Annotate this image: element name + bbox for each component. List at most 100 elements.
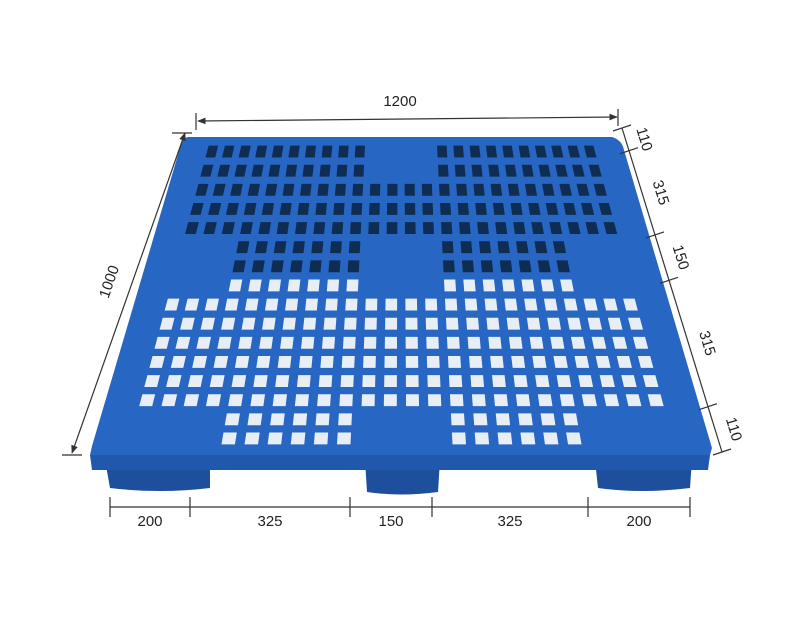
deck-hole bbox=[457, 203, 469, 215]
side-label: 315 bbox=[649, 178, 673, 207]
deck-hole bbox=[532, 356, 547, 368]
deck-hole bbox=[225, 203, 239, 215]
deck-hole bbox=[578, 375, 594, 387]
deck-hole bbox=[247, 183, 261, 196]
deck-hole bbox=[287, 279, 301, 292]
deck-hole bbox=[276, 222, 290, 234]
deck-hole bbox=[200, 317, 216, 330]
deck-hole bbox=[195, 183, 209, 196]
deck-hole bbox=[441, 241, 454, 254]
deck-hole bbox=[599, 375, 615, 387]
deck-hole bbox=[534, 145, 547, 158]
deck-hole bbox=[369, 183, 381, 196]
deck-hole bbox=[313, 432, 329, 445]
deck-hole bbox=[265, 298, 279, 311]
deck-hole bbox=[385, 298, 398, 311]
length-line bbox=[197, 113, 618, 125]
deck-hole bbox=[309, 260, 322, 273]
deck-hole bbox=[311, 241, 324, 254]
deck-hole bbox=[336, 164, 348, 177]
deck-hole bbox=[538, 164, 551, 177]
front-edge bbox=[90, 455, 710, 470]
deck-hole bbox=[520, 432, 536, 445]
side-label: 110 bbox=[632, 125, 655, 153]
width-line bbox=[71, 132, 186, 454]
deck-hole bbox=[623, 298, 638, 311]
deck-hole bbox=[267, 432, 283, 445]
deck-hole bbox=[552, 241, 567, 254]
deck-hole bbox=[475, 203, 487, 215]
deck-hole bbox=[363, 336, 377, 349]
deck-hole bbox=[480, 260, 494, 273]
deck-hole bbox=[405, 375, 419, 387]
deck-hole bbox=[563, 298, 578, 311]
deck-hole bbox=[550, 336, 565, 349]
deck-hole bbox=[270, 413, 285, 426]
deck-hole bbox=[440, 203, 452, 215]
deck-hole bbox=[506, 317, 521, 330]
deck-hole bbox=[528, 203, 541, 215]
deck-hole bbox=[560, 279, 574, 292]
side-tick bbox=[659, 276, 679, 284]
deck-hole bbox=[647, 394, 664, 407]
pallet bbox=[90, 137, 712, 495]
deck-hole bbox=[456, 183, 468, 196]
deck-hole bbox=[473, 183, 485, 196]
deck-hole bbox=[347, 260, 360, 273]
deck-hole bbox=[277, 356, 292, 368]
side-label: 110 bbox=[722, 415, 745, 443]
deck-hole bbox=[338, 145, 349, 158]
deck-hole bbox=[228, 279, 243, 292]
deck-hole bbox=[529, 336, 544, 349]
deck-hole bbox=[540, 279, 555, 292]
deck-hole bbox=[328, 260, 341, 273]
deck-hole bbox=[572, 164, 585, 177]
deck-hole bbox=[296, 375, 311, 387]
deck-hole bbox=[268, 164, 281, 177]
deck-hole bbox=[184, 298, 200, 311]
deck-hole bbox=[209, 375, 225, 387]
deck-hole bbox=[221, 317, 236, 330]
deck-hole bbox=[570, 336, 586, 349]
deck-hole bbox=[204, 298, 219, 311]
deck-hole bbox=[628, 317, 644, 330]
deck-hole bbox=[486, 317, 500, 330]
deck-hole bbox=[562, 413, 579, 426]
deck-hole bbox=[213, 356, 229, 368]
deck-hole bbox=[236, 241, 250, 254]
deck-hole bbox=[426, 336, 439, 349]
deck-hole bbox=[320, 356, 334, 368]
deck-hole bbox=[438, 164, 449, 177]
deck-hole bbox=[386, 203, 398, 215]
deck-hole bbox=[282, 183, 295, 196]
deck-hole bbox=[442, 260, 455, 273]
deck-hole bbox=[422, 222, 434, 234]
deck-hole bbox=[625, 394, 642, 407]
deck-hole bbox=[427, 375, 441, 387]
deck-hole bbox=[325, 298, 338, 311]
deck-hole bbox=[425, 317, 439, 330]
deck-hole bbox=[251, 260, 265, 273]
deck-hole bbox=[580, 203, 595, 215]
deck-hole bbox=[251, 164, 264, 177]
deck-hole bbox=[271, 145, 284, 158]
deck-hole bbox=[518, 145, 531, 158]
deck-hole bbox=[288, 145, 300, 158]
deck-hole bbox=[321, 336, 336, 349]
deck-hole bbox=[445, 317, 459, 330]
deck-hole bbox=[346, 279, 359, 292]
deck-hole bbox=[339, 394, 353, 407]
deck-hole bbox=[351, 203, 363, 215]
deck-hole bbox=[612, 336, 628, 349]
deck-hole bbox=[259, 336, 274, 349]
deck-hole bbox=[556, 260, 570, 273]
deck-hole bbox=[364, 317, 377, 330]
deck-hole bbox=[212, 183, 226, 196]
deck-hole bbox=[485, 145, 498, 158]
deck-hole bbox=[290, 260, 303, 273]
deck-hole bbox=[540, 413, 556, 426]
side-label: 315 bbox=[695, 329, 719, 358]
deck-hole bbox=[232, 260, 246, 273]
deck-hole bbox=[222, 145, 235, 158]
deck-hole bbox=[513, 375, 528, 387]
